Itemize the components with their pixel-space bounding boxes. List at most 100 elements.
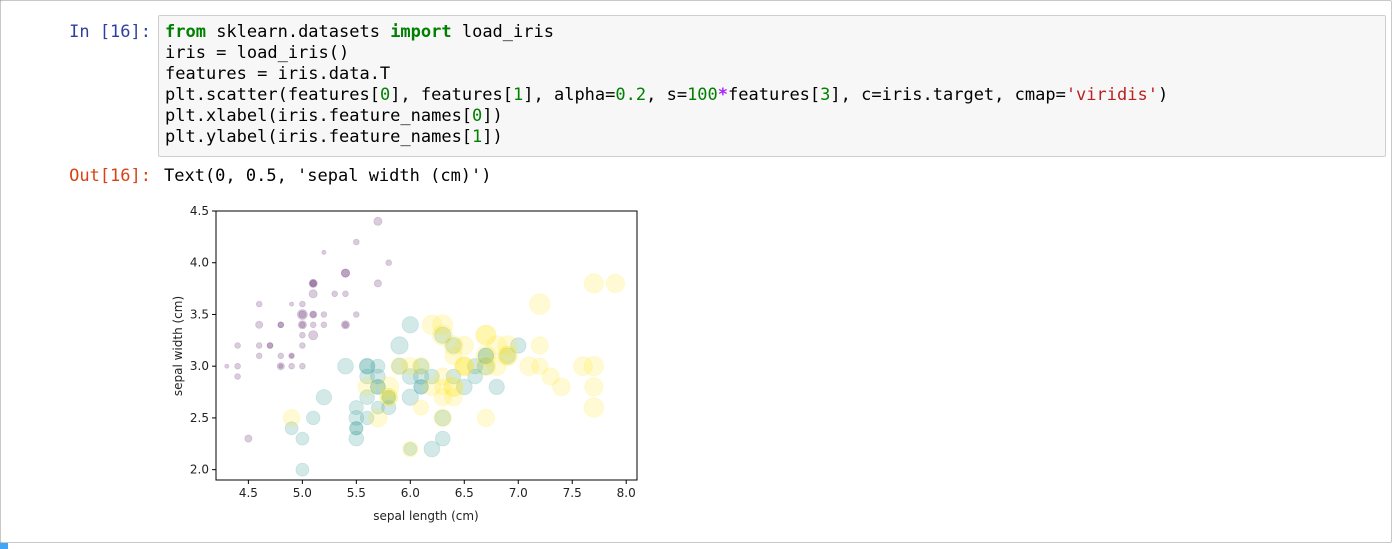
x-axis-ticks: 4.5 5.0 5.5 6.0 6.5 7.0 7.5 8.0 <box>239 480 636 500</box>
scatter-point <box>529 293 551 315</box>
code-line: from sklearn.datasets import load_iris <box>165 22 1379 43</box>
scatter-point <box>370 358 386 374</box>
scatter-point <box>266 342 274 349</box>
scatter-point <box>359 410 375 426</box>
scatter-point <box>289 353 295 359</box>
scatter-point <box>299 300 306 308</box>
scatter-point <box>583 355 605 377</box>
scatter-point <box>401 388 419 406</box>
code-token: plt.xlabel(iris.feature_names[ <box>165 106 473 126</box>
scatter-point <box>454 356 475 377</box>
scatter-point <box>381 390 396 405</box>
scatter-point <box>432 324 454 346</box>
scatter-point <box>454 335 474 356</box>
scatter-point <box>379 387 399 407</box>
code-token: ], features[ <box>390 85 514 105</box>
scatter-point <box>353 311 360 318</box>
y-axis-label: sepal width (cm) <box>171 296 185 396</box>
code-editor[interactable]: from sklearn.datasets import load_iris ir… <box>158 15 1386 157</box>
x-tick-label: 6.0 <box>401 486 420 500</box>
code-token: ) <box>1157 85 1169 105</box>
scatter-point <box>331 290 339 298</box>
scatter-point <box>224 363 230 369</box>
scatter-point <box>475 324 497 346</box>
scatter-point <box>454 356 474 376</box>
scatter-point <box>455 357 474 376</box>
code-token: 1 <box>513 85 524 105</box>
scatter-point <box>370 400 385 415</box>
code-token: 'viridis' <box>1065 85 1158 105</box>
code-token: 0.2 <box>615 85 647 105</box>
scatter-point <box>373 279 382 288</box>
scatter-point <box>277 352 285 360</box>
scatter-point <box>573 356 593 377</box>
scatter-point <box>358 357 376 375</box>
scatter-point <box>234 342 241 349</box>
scatter-point <box>299 321 306 329</box>
scatter-point <box>244 434 253 443</box>
code-token: iris = load_iris() <box>165 43 350 63</box>
scatter-point <box>444 346 463 365</box>
scatter-point <box>255 352 263 360</box>
code-token: ], alpha= <box>523 85 616 105</box>
scatter-point <box>373 216 383 226</box>
scatter-point <box>583 273 604 294</box>
scatter-point <box>476 357 495 376</box>
scatter-point <box>381 400 397 416</box>
output-prompt: Out[16]: <box>69 166 151 186</box>
scatter-point <box>413 399 430 416</box>
scatter-point <box>584 377 604 397</box>
x-tick-label: 4.5 <box>239 486 258 500</box>
scatter-point <box>475 355 497 377</box>
scatter-point <box>299 362 306 370</box>
scatter-point <box>348 400 364 416</box>
scatter-point <box>466 358 484 375</box>
scatter-point <box>340 320 350 330</box>
scatter-point <box>434 430 451 447</box>
scatter-point <box>288 352 295 360</box>
input-prompt: In [16]: <box>69 22 151 42</box>
scatter-point <box>255 320 264 329</box>
scatter-point <box>385 259 393 266</box>
scatter-point <box>433 367 452 386</box>
scatter-point <box>340 268 350 278</box>
x-tick-label: 7.5 <box>563 486 582 500</box>
scatter-point <box>370 368 386 385</box>
scatter-point <box>499 347 516 365</box>
scatter-point <box>530 336 549 355</box>
scatter-point <box>305 410 321 426</box>
scatter-point <box>434 326 452 344</box>
scatter-point <box>342 321 349 329</box>
code-line: plt.ylabel(iris.feature_names[1]) <box>165 127 1379 148</box>
scatter-point <box>541 367 560 386</box>
scatter-point <box>298 310 307 319</box>
scatter-point <box>353 238 360 246</box>
scatter-point <box>295 462 310 477</box>
scatter-point <box>402 440 419 458</box>
scatter-point <box>402 368 419 385</box>
x-tick-label: 5.0 <box>293 486 312 500</box>
scatter-point <box>309 280 317 287</box>
code-token: * <box>717 85 729 105</box>
scatter-point <box>432 314 454 336</box>
scatter-point <box>234 373 241 380</box>
scatter-point <box>519 356 539 377</box>
scatter-point <box>337 357 354 375</box>
scatter-point <box>403 442 418 456</box>
scatter-point <box>309 310 318 319</box>
axes-frame <box>215 210 638 481</box>
scatter-point <box>320 311 328 318</box>
scatter-point <box>444 387 463 407</box>
scatter-point <box>552 377 571 397</box>
code-token: load_iris <box>451 22 554 42</box>
scatter-point <box>583 397 605 418</box>
scatter-point <box>308 330 319 341</box>
scatter-point <box>413 379 429 395</box>
scatter-point <box>401 316 419 334</box>
scatter-point <box>315 389 332 406</box>
output-text: Text(0, 0.5, 'sepal width (cm)') <box>164 166 492 186</box>
scatter-points <box>224 216 625 477</box>
scatter-point <box>296 309 308 320</box>
code-token: , s= <box>646 85 688 105</box>
